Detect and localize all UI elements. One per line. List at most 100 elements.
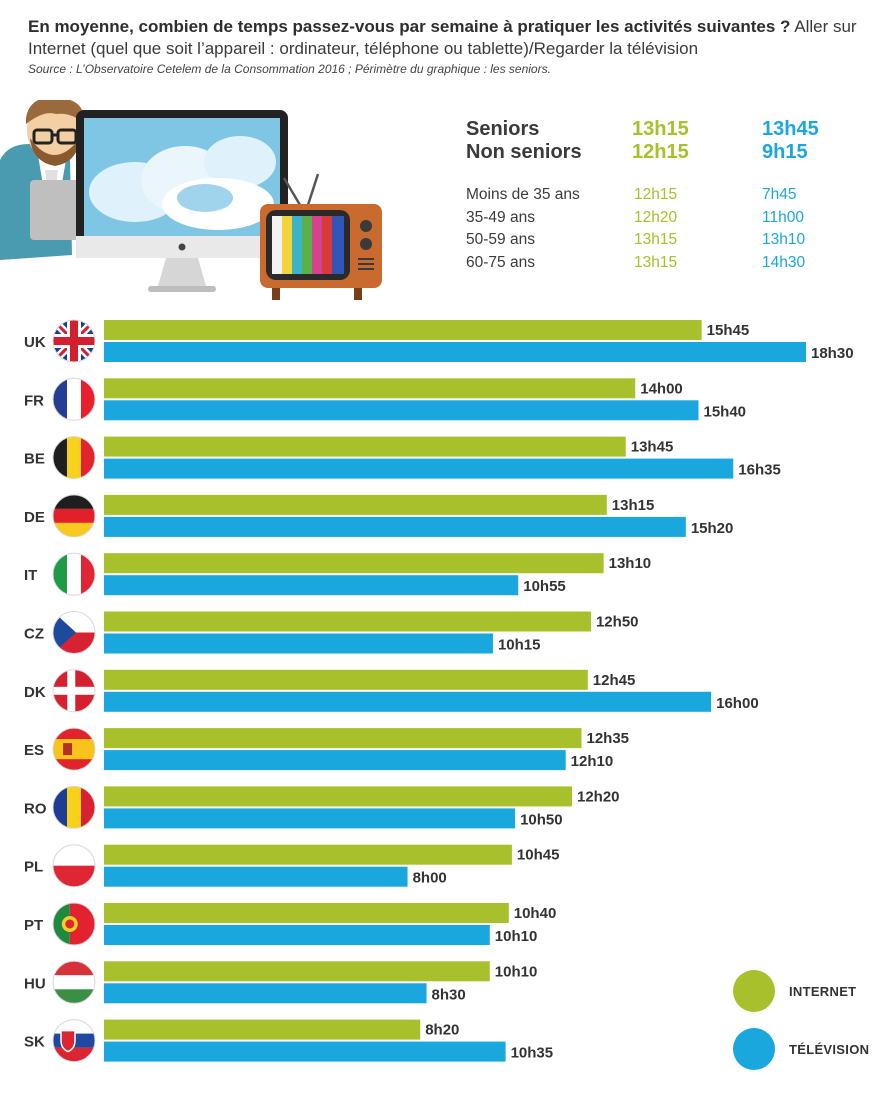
flag-cz-icon bbox=[53, 611, 95, 654]
bar-internet-label: 13h15 bbox=[612, 497, 655, 514]
bar-internet-dk bbox=[104, 669, 588, 690]
summary-row-non-seniors: Non seniors 12h15 9h15 bbox=[466, 141, 866, 164]
bar-internet-label: 14h00 bbox=[640, 380, 683, 397]
flag-pl-icon bbox=[53, 844, 95, 887]
bar-tv-dk bbox=[104, 691, 712, 712]
bar-internet-hu bbox=[104, 961, 490, 982]
summary-internet-value: 12h15 bbox=[632, 141, 689, 163]
age-tv-value: 11h00 bbox=[762, 208, 804, 226]
question-rest: Aller sur Internet (quel que soit l’appa… bbox=[28, 17, 857, 58]
country-label: RO bbox=[24, 800, 47, 817]
flag-border bbox=[52, 844, 96, 888]
flag-border bbox=[52, 785, 96, 829]
source-note: Source : L’Observatoire Cetelem de la Co… bbox=[28, 62, 551, 76]
bar-internet-label: 8h20 bbox=[425, 1022, 459, 1039]
header: En moyenne, combien de temps passez-vous… bbox=[28, 16, 868, 76]
question-bold: En moyenne, combien de temps passez-vous… bbox=[28, 17, 791, 36]
bar-internet-de bbox=[104, 494, 607, 515]
country-label: UK bbox=[24, 334, 46, 351]
bar-tv-pt bbox=[104, 925, 490, 945]
summary-table: Seniors 13h15 13h45 Non seniors 12h15 9h… bbox=[466, 118, 866, 276]
summary-row-age: Moins de 35 ans 12h15 7h45 bbox=[466, 186, 866, 209]
legend-tv-swatch bbox=[733, 1028, 775, 1070]
question-text: En moyenne, combien de temps passez-vous… bbox=[28, 16, 868, 60]
flag-border bbox=[52, 902, 96, 946]
bar-chart: UK 15h45 18h30 FR 14h00 15h40 BE 13h45 16h35 DE 13… bbox=[24, 319, 854, 1063]
flag-fr-icon bbox=[53, 378, 95, 421]
computer-monitor-illustration bbox=[76, 110, 288, 292]
bar-internet-pl bbox=[104, 844, 512, 865]
country-label: ES bbox=[24, 742, 44, 759]
bar-internet-label: 10h40 bbox=[514, 905, 557, 922]
age-internet-value: 13h15 bbox=[634, 253, 678, 271]
flag-border bbox=[52, 727, 96, 771]
bar-internet-ro bbox=[104, 786, 572, 807]
country-label: IT bbox=[24, 567, 37, 584]
country-label: DK bbox=[24, 684, 46, 701]
age-tv-value: 14h30 bbox=[762, 253, 806, 271]
bar-internet-fr bbox=[104, 378, 636, 399]
age-internet-value: 12h15 bbox=[634, 186, 678, 203]
bar-tv-be bbox=[104, 458, 734, 479]
bar-tv-cz bbox=[104, 633, 493, 654]
country-label: HU bbox=[24, 975, 46, 992]
flag-border bbox=[52, 436, 96, 480]
bar-tv-hu bbox=[104, 983, 427, 1004]
bar-internet-uk bbox=[104, 320, 702, 340]
bar-tv-label: 15h40 bbox=[703, 403, 746, 420]
age-label: 50-59 ans bbox=[466, 231, 535, 248]
summary-tv-value: 9h15 bbox=[762, 141, 808, 163]
bar-internet-label: 12h45 bbox=[593, 672, 636, 689]
flag-hu-icon bbox=[53, 961, 95, 1004]
country-label: CZ bbox=[24, 626, 44, 643]
bar-internet-label: 12h20 bbox=[577, 788, 620, 805]
summary-label: Non seniors bbox=[466, 141, 582, 163]
legend-tv: TÉLÉVISION bbox=[733, 1028, 869, 1070]
age-tv-value: 7h45 bbox=[762, 186, 797, 203]
age-label: 35-49 ans bbox=[466, 208, 535, 226]
bar-tv-fr bbox=[104, 400, 699, 421]
legend-internet-label: INTERNET bbox=[789, 983, 857, 999]
flag-dk-icon bbox=[53, 669, 95, 712]
bar-internet-cz bbox=[104, 611, 591, 632]
bar-internet-es bbox=[104, 728, 582, 749]
flag-border bbox=[52, 319, 96, 363]
bar-internet-sk bbox=[104, 1019, 421, 1040]
country-label: PL bbox=[24, 859, 43, 876]
flag-be-icon bbox=[53, 436, 95, 479]
summary-row-age: 60-75 ans 13h15 14h30 bbox=[466, 254, 866, 277]
bar-internet-be bbox=[104, 436, 626, 457]
bar-tv-label: 10h15 bbox=[498, 637, 541, 654]
flag-border bbox=[52, 611, 96, 654]
bar-tv-label: 18h30 bbox=[811, 345, 854, 362]
flag-border bbox=[52, 669, 96, 713]
legend-internet: INTERNET bbox=[733, 970, 856, 1012]
age-label: Moins de 35 ans bbox=[466, 186, 580, 203]
flag-border bbox=[52, 960, 96, 1004]
bar-tv-de bbox=[104, 516, 686, 537]
bar-tv-label: 8h30 bbox=[432, 986, 466, 1003]
person-illustration bbox=[0, 100, 85, 260]
flag-border bbox=[52, 377, 96, 421]
flag-sk-icon bbox=[53, 1019, 95, 1062]
flag-it-icon bbox=[53, 553, 95, 596]
bar-tv-label: 16h35 bbox=[738, 462, 781, 479]
bar-tv-uk bbox=[104, 342, 806, 362]
flag-uk-icon bbox=[53, 320, 95, 362]
summary-row-age: 35-49 ans 12h20 11h00 bbox=[466, 209, 866, 232]
summary-internet-value: 13h15 bbox=[632, 118, 689, 140]
flag-ro-icon bbox=[53, 786, 95, 829]
bar-tv-es bbox=[104, 750, 566, 771]
bar-internet-label: 10h10 bbox=[495, 963, 538, 980]
summary-label: Seniors bbox=[466, 118, 540, 140]
bar-tv-label: 12h10 bbox=[571, 753, 614, 770]
bar-tv-label: 10h35 bbox=[511, 1045, 554, 1062]
bar-internet-label: 15h45 bbox=[707, 322, 750, 339]
flag-border bbox=[52, 552, 96, 596]
bar-tv-it bbox=[104, 575, 519, 596]
country-label: FR bbox=[24, 392, 44, 409]
summary-row-seniors: Seniors 13h15 13h45 bbox=[466, 118, 866, 141]
bar-internet-pt bbox=[104, 903, 509, 923]
flag-es-icon bbox=[53, 728, 95, 771]
legend-tv-label: TÉLÉVISION bbox=[789, 1041, 870, 1057]
